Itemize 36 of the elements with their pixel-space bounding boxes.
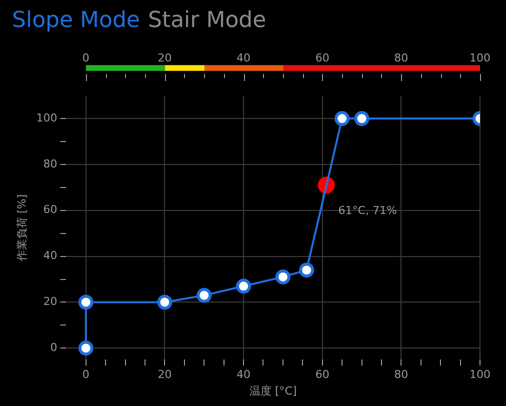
y-tick-label: 100: [36, 111, 58, 124]
point: [354, 111, 370, 126]
y-tick-label: 80: [43, 157, 58, 170]
x-tick-label: 0: [82, 51, 90, 64]
bar: [204, 65, 284, 71]
x-tick-label: 40: [236, 51, 251, 64]
y-axis-title: 作業負荷 [%]: [15, 194, 28, 262]
x-tick-label: 80: [394, 368, 408, 382]
point: [236, 278, 252, 294]
point: [334, 111, 350, 126]
x-tick-label: 40: [236, 368, 251, 382]
point: [196, 288, 212, 303]
x-tick-label: 100: [470, 368, 490, 382]
x-axis-title: 温度 [°C]: [249, 384, 297, 398]
chart-subtitle: Stair Mode: [148, 8, 266, 33]
point: [78, 340, 94, 356]
annotation: 61°C, 71%: [338, 204, 397, 217]
chart-title: Slope Mode: [12, 8, 140, 33]
point: [275, 269, 290, 284]
x-tick-label: 20: [158, 51, 172, 64]
x-tick-label: 0: [82, 368, 90, 382]
y-tick-label: 20: [43, 295, 58, 308]
bar: [164, 65, 204, 71]
y-tick-label: 40: [43, 249, 58, 262]
bar: [86, 65, 166, 71]
point: [299, 262, 314, 278]
x-tick-label: 80: [394, 51, 408, 64]
x-tick-label: 20: [158, 368, 172, 382]
point: [78, 294, 94, 310]
x-tick-label: 60: [315, 368, 330, 382]
point: [157, 294, 172, 310]
x-tick-label: 60: [315, 51, 330, 64]
bar: [282, 65, 480, 71]
x-tick-label: 100: [470, 51, 490, 64]
y-tick-label: 0: [50, 340, 58, 354]
y-tick-label: 60: [43, 203, 58, 216]
